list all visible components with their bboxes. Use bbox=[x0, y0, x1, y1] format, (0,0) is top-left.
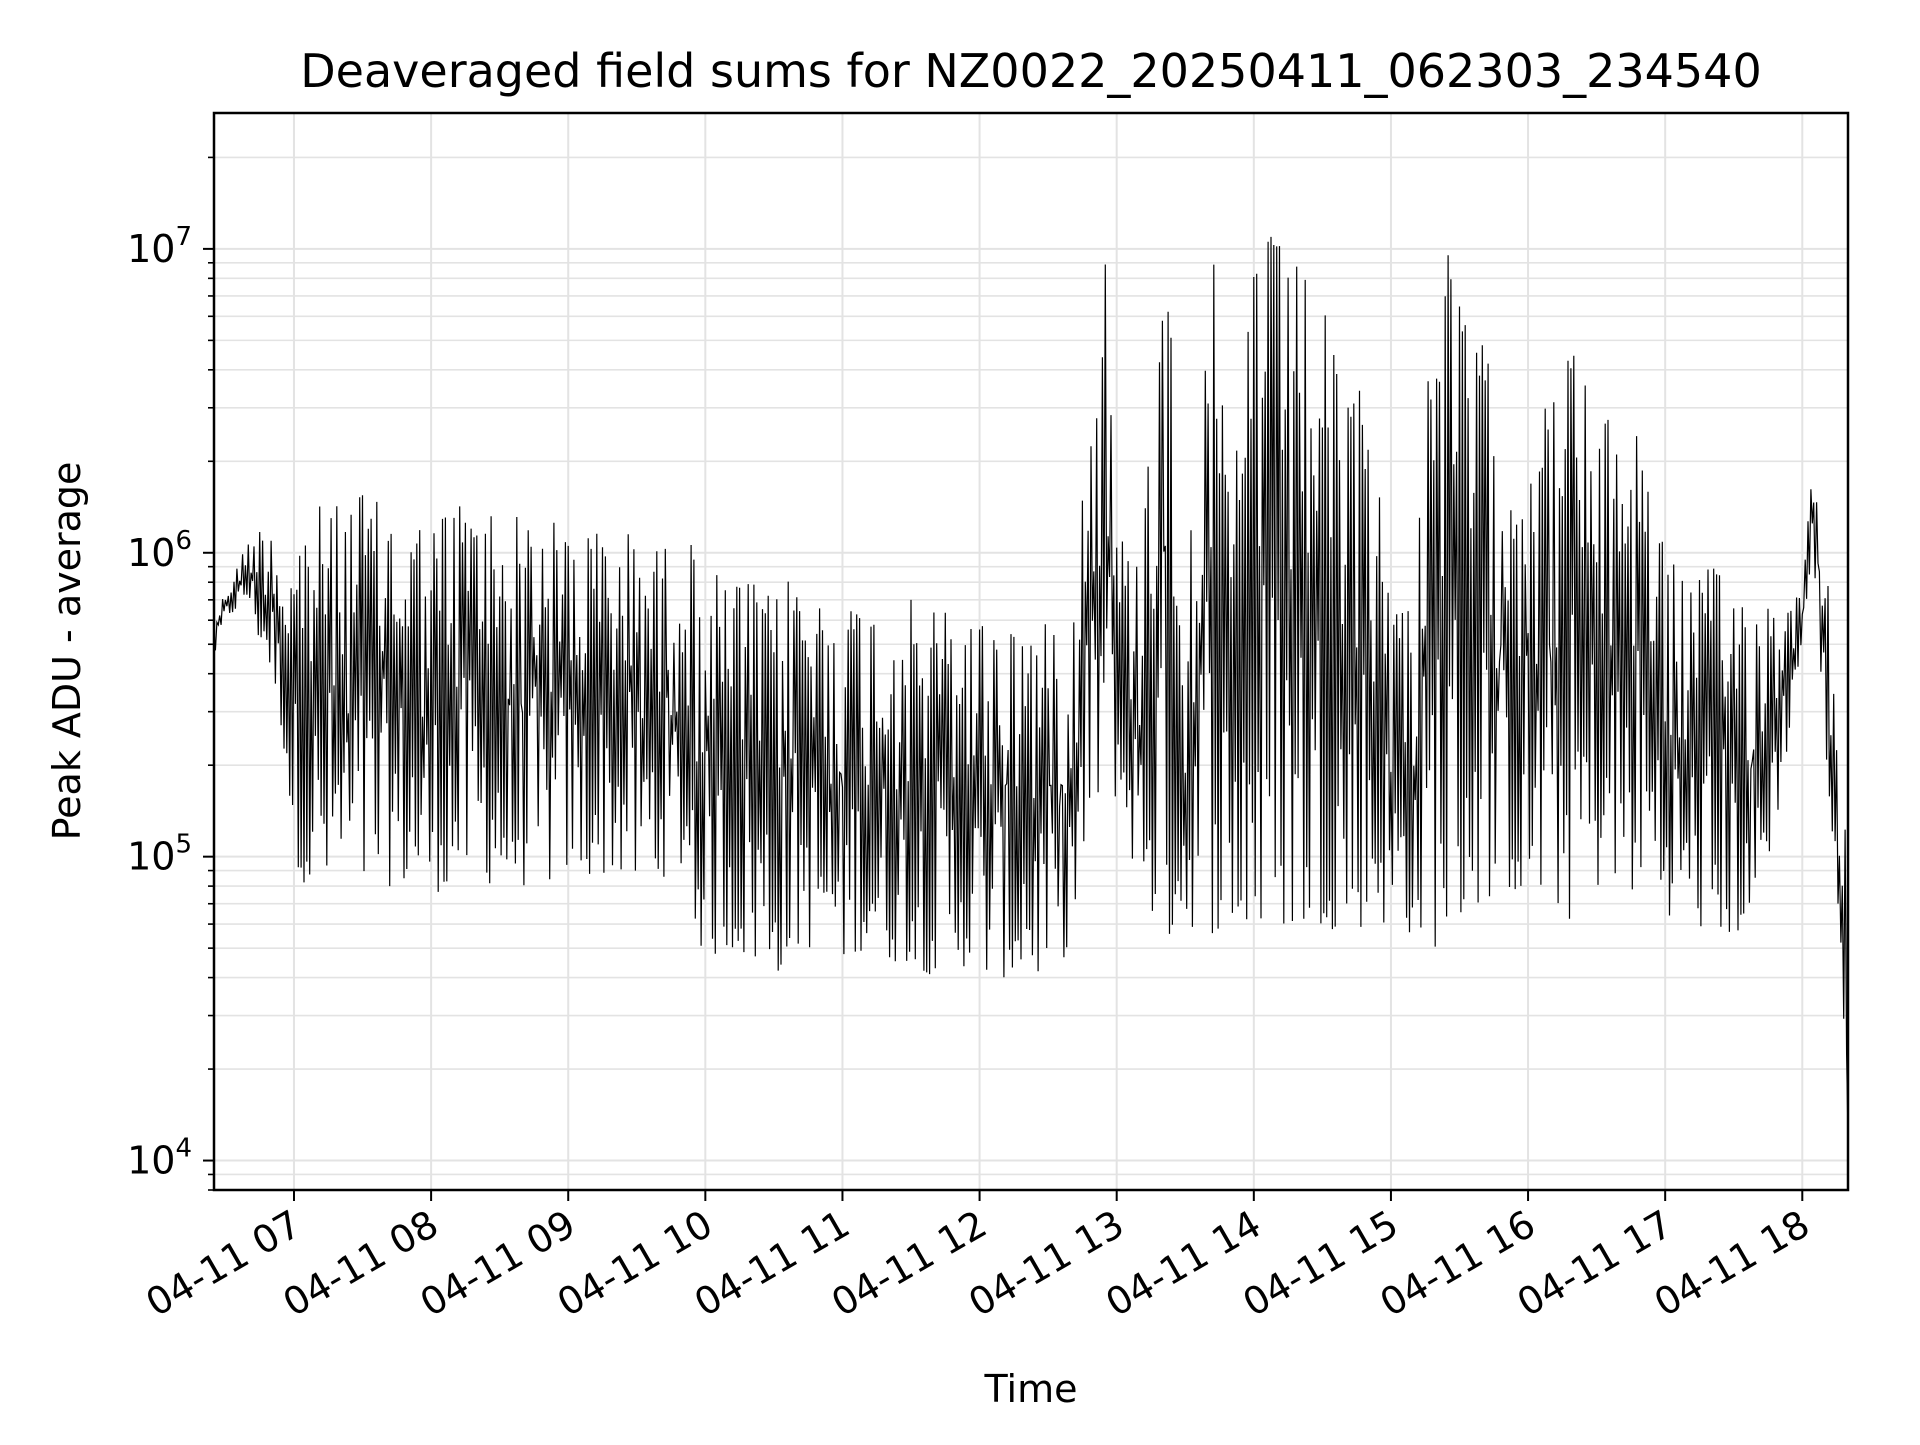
series-line bbox=[213, 236, 1849, 1137]
chart-title: Deaveraged field sums for NZ0022_2025041… bbox=[300, 44, 1761, 98]
y-tick-label: 105 bbox=[127, 830, 192, 879]
y-tick-label: 104 bbox=[127, 1134, 192, 1183]
y-axis-label: Peak ADU - average bbox=[45, 462, 89, 841]
x-axis-label: Time bbox=[984, 1367, 1078, 1411]
plot-frame bbox=[212, 111, 1850, 1192]
y-tick-label: 107 bbox=[127, 222, 192, 271]
series-layer bbox=[213, 236, 1849, 1137]
y-tick-label: 106 bbox=[127, 526, 192, 575]
